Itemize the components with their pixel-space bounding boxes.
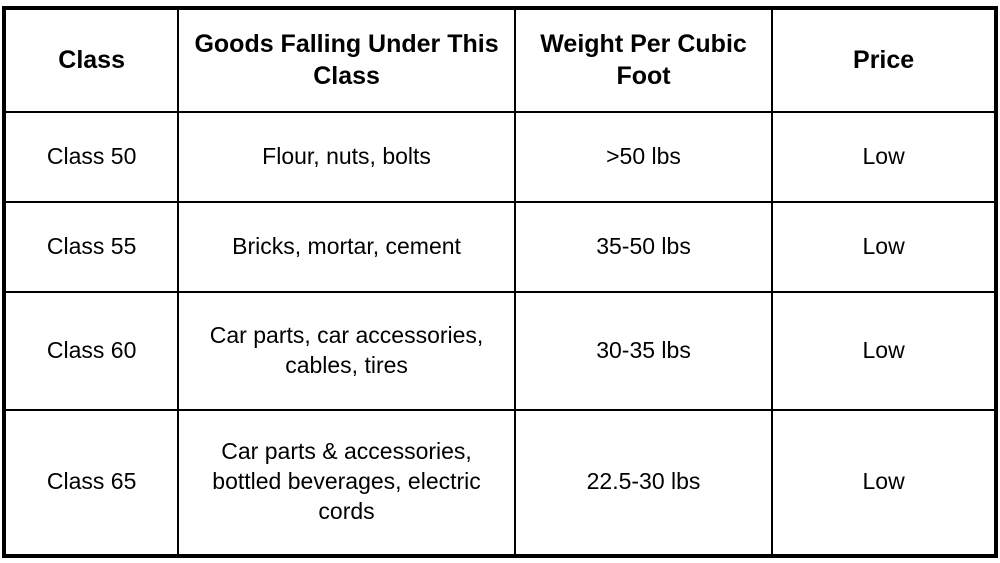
cell-weight: 22.5-30 lbs bbox=[515, 410, 772, 555]
header-row: Class Goods Falling Under This Class Wei… bbox=[5, 9, 995, 112]
header-class: Class bbox=[5, 9, 178, 112]
cell-class: Class 60 bbox=[5, 292, 178, 410]
header-price: Price bbox=[772, 9, 995, 112]
cell-price: Low bbox=[772, 292, 995, 410]
cell-weight: 30-35 lbs bbox=[515, 292, 772, 410]
cell-goods: Car parts, car accessories, cables, tire… bbox=[178, 292, 515, 410]
cell-weight: 35-50 lbs bbox=[515, 202, 772, 292]
table: Class Goods Falling Under This Class Wei… bbox=[4, 8, 996, 556]
table-row: Class 60 Car parts, car accessories, cab… bbox=[5, 292, 995, 410]
cell-goods: Flour, nuts, bolts bbox=[178, 112, 515, 202]
cell-class: Class 50 bbox=[5, 112, 178, 202]
cell-price: Low bbox=[772, 202, 995, 292]
table-row: Class 65 Car parts & accessories, bottle… bbox=[5, 410, 995, 555]
table-body: Class 50 Flour, nuts, bolts >50 lbs Low … bbox=[5, 112, 995, 555]
freight-class-table: Class Goods Falling Under This Class Wei… bbox=[2, 6, 998, 558]
cell-goods: Car parts & accessories, bottled beverag… bbox=[178, 410, 515, 555]
header-goods: Goods Falling Under This Class bbox=[178, 9, 515, 112]
table-row: Class 55 Bricks, mortar, cement 35-50 lb… bbox=[5, 202, 995, 292]
cell-price: Low bbox=[772, 410, 995, 555]
cell-weight: >50 lbs bbox=[515, 112, 772, 202]
header-weight: Weight Per Cubic Foot bbox=[515, 9, 772, 112]
table-row: Class 50 Flour, nuts, bolts >50 lbs Low bbox=[5, 112, 995, 202]
cell-goods: Bricks, mortar, cement bbox=[178, 202, 515, 292]
table-header: Class Goods Falling Under This Class Wei… bbox=[5, 9, 995, 112]
cell-price: Low bbox=[772, 112, 995, 202]
cell-class: Class 55 bbox=[5, 202, 178, 292]
cell-class: Class 65 bbox=[5, 410, 178, 555]
